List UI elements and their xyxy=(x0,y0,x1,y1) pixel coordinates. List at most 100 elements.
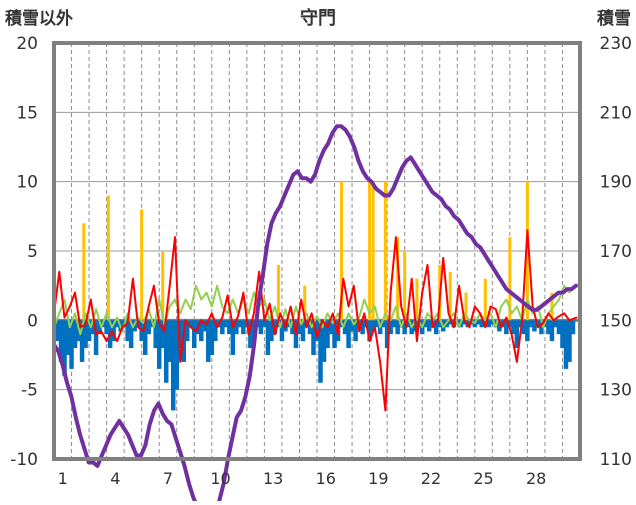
x-tick-label: 25 xyxy=(473,469,493,488)
precip_bar-bar xyxy=(321,320,327,362)
precip_bar-bar xyxy=(55,320,60,342)
precip_bar-bar xyxy=(237,320,243,328)
precip_bar-bar xyxy=(202,320,208,332)
left-axis-label: 積雪以外 xyxy=(5,8,73,29)
precip_bar-bar xyxy=(234,320,239,335)
snowfall-bar xyxy=(550,292,554,321)
precip_bar-bar xyxy=(570,320,576,335)
precip_bar-bar xyxy=(160,320,165,349)
snowfall-bar xyxy=(415,278,419,321)
snowfall-bar xyxy=(483,278,487,321)
temperature-line xyxy=(53,229,578,412)
precip_bar-bar xyxy=(549,320,555,342)
left-tick-label: 0 xyxy=(27,311,38,331)
snow_depth-line xyxy=(52,124,578,505)
precip_bar-bar xyxy=(332,320,337,349)
precip_bar-bar xyxy=(170,320,176,411)
precip_bar-bar xyxy=(553,320,558,328)
precip_bar-bar xyxy=(518,320,523,328)
precip_bar-bar xyxy=(507,320,513,328)
precip_bar-bar xyxy=(521,320,527,335)
left-tick-label: -10 xyxy=(10,450,38,470)
precip_bar-bar xyxy=(405,320,411,328)
precip_bar-bar xyxy=(128,320,134,349)
snowfall-bar xyxy=(525,181,529,321)
precip_bar-bar xyxy=(272,320,278,335)
precip_bar-bar xyxy=(111,320,116,342)
precip_bar-bar xyxy=(384,320,390,349)
grid-layer xyxy=(54,43,580,459)
precip_bar-bar xyxy=(177,320,183,349)
precip_bar-bar xyxy=(83,320,88,349)
precip_bar-bar xyxy=(86,320,92,342)
x-tick-label: 13 xyxy=(263,469,283,488)
precip_bar-bar xyxy=(328,320,334,335)
precip_bar-bar xyxy=(72,320,78,349)
precip_bar-bar xyxy=(209,320,215,355)
left-tick-label: 10 xyxy=(16,173,38,193)
precip_bar-bar xyxy=(69,320,74,369)
precip_bar-bar xyxy=(188,320,194,328)
precip_bar-bar xyxy=(448,320,453,325)
plot-frame xyxy=(52,41,582,461)
precip_bar-bar xyxy=(146,320,151,335)
snowfall-bar xyxy=(82,223,86,321)
precip_bar-bar xyxy=(93,320,99,355)
precip_bar-bar xyxy=(58,320,64,362)
precip_bar-bar xyxy=(374,320,379,328)
precip_bar-bar xyxy=(567,320,572,362)
snowfall-bar xyxy=(383,181,387,321)
precip_bar-bar xyxy=(156,320,162,369)
snowfall-bar xyxy=(106,195,110,321)
precip_bar-bar xyxy=(556,320,562,335)
precip_bar-bar xyxy=(532,320,537,332)
precip_bar-bar xyxy=(476,320,481,325)
precip_bar-bar xyxy=(560,320,565,349)
left-tick-label: 5 xyxy=(27,242,38,262)
precip_bar-bar xyxy=(402,320,407,335)
right-tick-label: 130 xyxy=(600,381,632,401)
snowfall-bar xyxy=(340,181,344,321)
precip_bar-bar xyxy=(311,320,316,355)
precip_bar-bar xyxy=(153,320,158,349)
precip_bar-bar xyxy=(490,320,495,325)
left-tick-label: 15 xyxy=(16,103,38,123)
lines-layer xyxy=(52,124,578,505)
left-tick-label: 20 xyxy=(16,34,38,54)
precip_bar-bar xyxy=(462,320,467,325)
precip_bar-bar xyxy=(262,320,267,328)
precip_bar-bar xyxy=(290,320,295,335)
precip_bar-bar xyxy=(504,320,509,335)
precip_bar-bar xyxy=(353,320,358,342)
snowfall-bar xyxy=(403,251,407,321)
x-tick-label: 1 xyxy=(58,469,68,488)
precip_bar-bar xyxy=(265,320,271,355)
x-tick-label: 22 xyxy=(421,469,441,488)
precip_bar-bar xyxy=(563,320,569,369)
snowfall-bar xyxy=(508,237,512,321)
precip_bar-bar xyxy=(199,320,204,342)
right-tick-label: 190 xyxy=(600,173,632,193)
x-tick-label: 28 xyxy=(526,469,546,488)
precip_bar-bar xyxy=(546,320,551,335)
precip_bar-bar xyxy=(65,320,71,355)
precip_bar-bar xyxy=(79,320,85,362)
right-tick-label: 210 xyxy=(600,103,632,123)
precip_bar-bar xyxy=(90,320,95,335)
precip_bar-bar xyxy=(381,320,386,328)
precip_bar-bar xyxy=(230,320,236,355)
snowfall-bar xyxy=(448,271,452,321)
precip_bar-bar xyxy=(433,320,439,335)
precip_bar-bar xyxy=(167,320,172,362)
snowfall-bar xyxy=(161,251,165,321)
precip_bar-bar xyxy=(437,320,442,328)
bars-layer xyxy=(55,181,576,411)
snowfall-bar xyxy=(303,285,307,321)
precip_bar-bar xyxy=(125,320,130,342)
precip_bar-bar xyxy=(223,320,229,328)
precip_bar-bar xyxy=(279,320,285,342)
snowfall-bar xyxy=(276,264,280,321)
precip_bar-bar xyxy=(314,320,320,342)
x-tick-label: 7 xyxy=(163,469,173,488)
snowfall-bar xyxy=(368,181,372,321)
